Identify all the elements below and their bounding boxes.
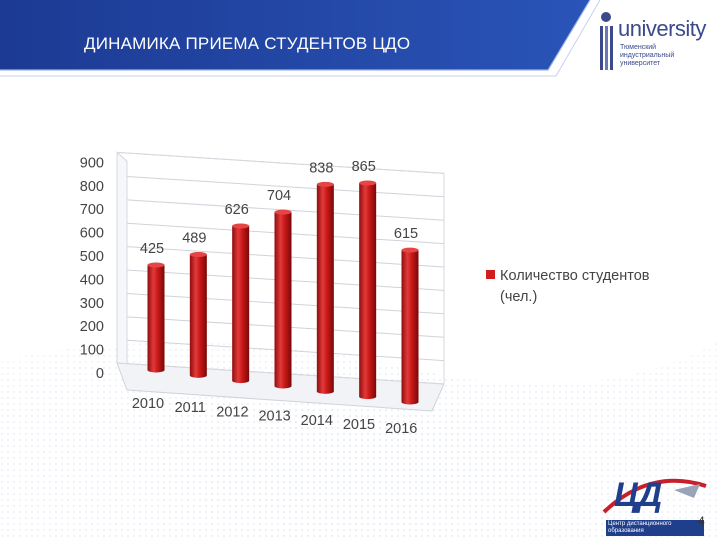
x-tick-label: 2012 (216, 404, 248, 420)
legend-swatch (486, 270, 495, 279)
x-tick-label: 2010 (132, 396, 164, 412)
bar (401, 247, 419, 405)
legend-label: Количество студентов (чел.) (500, 268, 650, 305)
bar (189, 252, 207, 378)
slide-number: 4 (698, 514, 705, 528)
bar (147, 262, 165, 373)
y-tick-label: 400 (80, 272, 104, 288)
data-label: 489 (182, 231, 206, 247)
chart-bars (147, 180, 419, 405)
gridline (116, 198, 445, 221)
chart-labels: 0 100 200 300 400 500 600 700 800 900 425 489 626 704… (80, 155, 418, 437)
bar (232, 223, 250, 384)
y-tick-label: 800 (80, 179, 104, 195)
swoosh-icon (602, 478, 707, 514)
data-label: 626 (225, 202, 249, 218)
header-band (0, 0, 601, 77)
globe-icon (600, 12, 613, 70)
gridline (116, 175, 445, 198)
logo-wordmark: university (618, 16, 706, 41)
data-label: 838 (309, 160, 333, 176)
x-tick-label: 2014 (301, 413, 333, 429)
y-tick-label: 600 (80, 226, 104, 242)
y-tick-label: 500 (80, 249, 104, 265)
x-tick-label: 2011 (175, 400, 206, 416)
cdo-logo-subtitle: Центр дистанционного образования (606, 520, 704, 536)
university-logo: university Тюменский индустриальный унив… (598, 8, 710, 74)
bar (359, 180, 377, 400)
y-tick-label: 100 (80, 343, 104, 359)
cdo-logo: ЦД Центр дистанционного образования (600, 472, 710, 536)
data-label: 865 (352, 159, 376, 175)
logo-subtitle: Тюменский индустриальный университет (620, 44, 675, 67)
y-tick-label: 700 (80, 202, 104, 218)
y-tick-label: 900 (80, 155, 104, 171)
x-tick-label: 2013 (258, 409, 290, 425)
bar (274, 209, 292, 389)
cdo-logo-text: ЦД (614, 476, 662, 514)
bar (316, 181, 334, 394)
data-label: 704 (267, 188, 291, 204)
x-tick-label: 2015 (343, 417, 375, 433)
y-tick-label: 200 (80, 319, 104, 335)
data-label: 615 (394, 226, 418, 242)
x-tick-label: 2016 (385, 421, 417, 437)
data-label: 425 (140, 241, 164, 257)
y-tick-label: 0 (96, 366, 104, 382)
page-title: ДИНАМИКА ПРИЕМА СТУДЕНТОВ ЦДО (84, 34, 411, 53)
y-tick-label: 300 (80, 296, 104, 312)
